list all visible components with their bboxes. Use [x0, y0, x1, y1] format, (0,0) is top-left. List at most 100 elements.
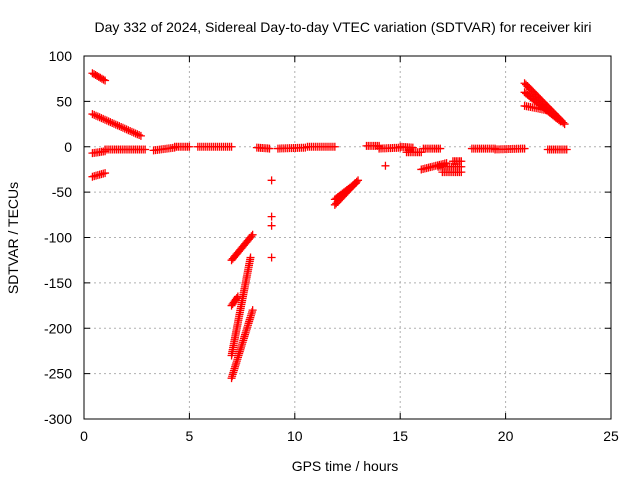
- data-point: [381, 161, 390, 170]
- data-point: [233, 292, 242, 301]
- data-point: [457, 168, 466, 177]
- data-point: [135, 131, 144, 140]
- data-point: [136, 131, 145, 140]
- data-segment: [88, 147, 110, 158]
- data-point: [129, 128, 138, 137]
- data-point: [543, 106, 552, 115]
- data-segment: [88, 69, 110, 85]
- data-point: [408, 143, 417, 152]
- data-point: [101, 76, 110, 85]
- data-point: [247, 232, 256, 241]
- data-segment: [252, 143, 274, 153]
- data-point: [99, 114, 108, 123]
- data-point: [562, 145, 571, 154]
- data-point: [351, 179, 360, 188]
- grid: [84, 56, 611, 419]
- data-point: [127, 127, 136, 136]
- data-point: [417, 148, 426, 157]
- data-point: [265, 144, 274, 153]
- data-point: [227, 142, 236, 151]
- y-tick-label: -250: [44, 366, 72, 382]
- data-segment: [467, 144, 500, 153]
- data-point: [99, 75, 108, 84]
- data-point: [133, 130, 142, 139]
- ticks: 0 5 10 15 20 25 100 50 0 -50 -100 -150 -200 -250 -300: [44, 48, 619, 444]
- data-point: [90, 110, 99, 119]
- data-point: [120, 124, 129, 133]
- data-point: [375, 142, 384, 151]
- data-segment: [88, 110, 145, 140]
- data-point: [97, 114, 106, 123]
- data-point: [95, 113, 104, 122]
- data-point: [248, 306, 257, 315]
- data-point: [126, 127, 135, 136]
- data-segment: [330, 179, 360, 204]
- data-point: [556, 117, 565, 126]
- data-point: [88, 110, 97, 119]
- data-point: [185, 142, 194, 151]
- y-tick-label: -50: [52, 184, 72, 200]
- data-segment: [491, 144, 529, 154]
- data-segment: [193, 142, 236, 151]
- data-point: [246, 253, 255, 262]
- y-tick-label: 50: [56, 93, 72, 109]
- data-segment: [227, 253, 255, 360]
- y-axis-label: SDTVAR / TECUs: [5, 182, 21, 294]
- data-segment: [396, 142, 417, 152]
- data-segment: [88, 169, 110, 181]
- data-point: [102, 116, 111, 125]
- data-point: [436, 144, 445, 153]
- data-point: [141, 145, 150, 154]
- y-tick-label: -200: [44, 320, 72, 336]
- data-segment: [149, 143, 179, 155]
- data-point: [122, 125, 131, 134]
- data-point: [330, 142, 339, 151]
- data-segment: [543, 145, 571, 154]
- data-point: [101, 169, 110, 178]
- data-segment: [227, 306, 257, 383]
- data-segment: [419, 144, 445, 153]
- data-segment: [520, 101, 552, 115]
- data-series: [88, 69, 571, 383]
- y-tick-label: 100: [49, 48, 73, 64]
- y-tick-label: -100: [44, 230, 72, 246]
- data-point: [108, 118, 117, 127]
- data-point: [117, 122, 126, 131]
- data-point: [301, 143, 310, 152]
- chart-title: Day 332 of 2024, Sidereal Day-to-day VTE…: [95, 19, 592, 35]
- data-point: [111, 120, 120, 129]
- data-point: [457, 157, 466, 166]
- data-segment: [101, 145, 150, 154]
- data-point: [267, 212, 276, 221]
- data-point: [560, 120, 569, 129]
- data-point: [92, 111, 101, 120]
- y-tick-label: -300: [44, 411, 72, 427]
- data-segment: [448, 157, 466, 166]
- data-point: [104, 117, 113, 126]
- data-point: [118, 123, 127, 132]
- data-point: [101, 115, 110, 124]
- data-point: [113, 121, 122, 130]
- data-segment: [227, 230, 257, 265]
- data-point: [93, 112, 102, 121]
- data-point: [267, 253, 276, 262]
- x-tick-label: 20: [498, 428, 514, 444]
- data-point: [267, 221, 276, 230]
- data-point: [124, 126, 133, 135]
- data-point: [232, 294, 241, 302]
- data-segment: [273, 143, 310, 153]
- data-point: [248, 230, 257, 239]
- x-tick-label: 0: [80, 428, 88, 444]
- y-tick-label: 0: [64, 139, 72, 155]
- x-tick-label: 15: [392, 428, 408, 444]
- data-segment: [227, 292, 242, 310]
- data-segment: [438, 168, 466, 177]
- data-point: [109, 119, 118, 128]
- data-point: [106, 118, 115, 127]
- data-segment: [303, 142, 339, 151]
- data-point: [520, 144, 529, 153]
- data-point: [131, 129, 140, 138]
- x-tick-label: 25: [603, 428, 619, 444]
- x-tick-label: 5: [186, 428, 194, 444]
